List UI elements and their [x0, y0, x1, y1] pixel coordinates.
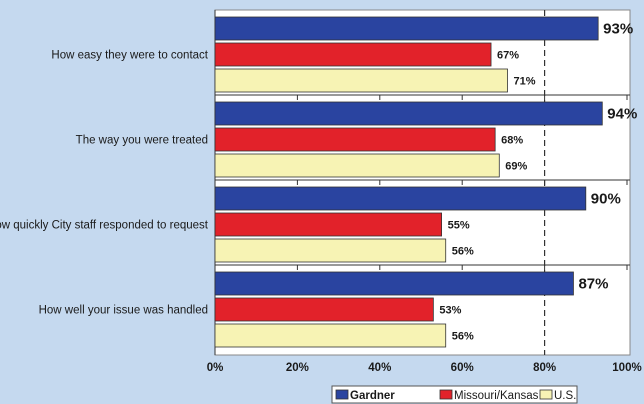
- bar: [214, 186, 587, 211]
- legend-label: U.S.: [554, 390, 576, 402]
- bar: [214, 212, 443, 237]
- bar: [214, 127, 496, 152]
- category-label: How easy they were to contact: [51, 50, 208, 62]
- bar: [214, 68, 508, 93]
- legend-swatch: [539, 389, 553, 400]
- data-label: 87%: [578, 276, 608, 293]
- category-label: The way you were treated: [76, 135, 208, 147]
- x-tick-label: 0%: [207, 362, 224, 374]
- x-tick-label: 40%: [368, 362, 391, 374]
- legend-swatch: [335, 389, 349, 400]
- plot-area: [214, 9, 631, 356]
- x-tick-label: 80%: [533, 362, 556, 374]
- data-label: 56%: [452, 331, 474, 343]
- bar: [214, 297, 434, 322]
- data-label: 55%: [448, 220, 470, 232]
- bar: [214, 271, 574, 296]
- bar: [214, 238, 447, 263]
- category-label: How quickly City staff responded to requ…: [0, 220, 209, 232]
- data-label: 53%: [439, 305, 461, 317]
- bar: [214, 42, 492, 67]
- legend-swatch: [439, 389, 453, 400]
- data-label: 68%: [501, 135, 523, 147]
- bar: [214, 153, 500, 178]
- legend-label: Gardner: [350, 390, 395, 402]
- data-label: 94%: [607, 106, 637, 123]
- x-tick-label: 20%: [286, 362, 309, 374]
- x-tick-label: 100%: [612, 362, 641, 374]
- bar: [214, 101, 603, 126]
- legend-label: Missouri/Kansas: [454, 390, 539, 402]
- data-label: 67%: [497, 50, 519, 62]
- x-tick-label: 60%: [451, 362, 474, 374]
- data-label: 93%: [603, 21, 633, 38]
- data-label: 56%: [452, 246, 474, 258]
- bar: [214, 323, 447, 348]
- data-label: 90%: [591, 191, 621, 208]
- bar: [214, 16, 599, 41]
- data-label: 71%: [514, 76, 536, 88]
- category-label: How well your issue was handled: [39, 305, 208, 317]
- data-label: 69%: [505, 161, 527, 173]
- legend-box: [331, 385, 578, 404]
